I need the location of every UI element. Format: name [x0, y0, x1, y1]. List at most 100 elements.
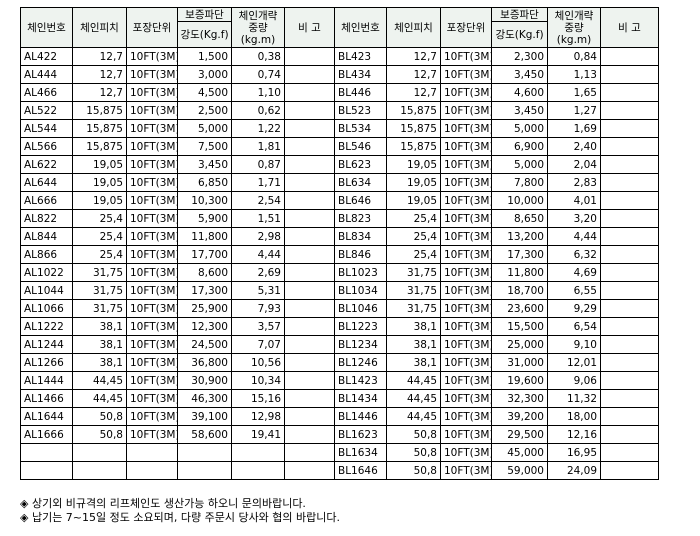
header-chain-no: 체인번호 [20, 7, 73, 48]
left-pack-unit-cell: 10FT(3M) [126, 371, 178, 390]
right-remark-cell [600, 461, 659, 480]
right-chain-no-cell: BL546 [334, 137, 387, 156]
right-strength-cell: 7,800 [491, 173, 548, 192]
left-chain-no-cell: AL1066 [20, 299, 73, 318]
left-weight-cell: 1,10 [231, 83, 285, 102]
table-row: AL622 19,05 10FT(3M) 3,450 0,87 BL623 19,05 10F… [20, 155, 659, 174]
left-pitch-cell: 44,45 [72, 389, 127, 408]
right-weight-cell: 0,84 [547, 47, 601, 66]
left-pitch-cell: 38,1 [72, 317, 127, 336]
right-remark-cell [600, 263, 659, 282]
left-pitch-cell: 25,4 [72, 245, 127, 264]
left-chain-no-cell: AL422 [20, 47, 73, 66]
right-pack-unit-cell: 10FT(3M) [440, 353, 492, 372]
left-strength-cell: 24,500 [177, 335, 232, 354]
left-weight-cell: 12,98 [231, 407, 285, 426]
right-chain-no-cell: BL1434 [334, 389, 387, 408]
right-remark-cell [600, 245, 659, 264]
right-weight-cell: 1,69 [547, 119, 601, 138]
left-weight-cell: 4,44 [231, 245, 285, 264]
table-row: AL422 12,7 10FT(3M) 1,500 0,38 BL423 12,7 10FT(… [20, 47, 659, 66]
left-strength-cell: 12,300 [177, 317, 232, 336]
left-pitch-cell [72, 443, 127, 462]
right-pack-unit-cell: 10FT(3M) [440, 119, 492, 138]
left-weight-cell: 1,51 [231, 209, 285, 228]
right-weight-cell: 12,16 [547, 425, 601, 444]
left-pack-unit-cell: 10FT(3M) [126, 407, 178, 426]
right-remark-cell [600, 389, 659, 408]
left-chain-no-cell: AL444 [20, 65, 73, 84]
table-row: BL1646 50,8 10FT(3M) 59,000 24,09 [20, 461, 659, 480]
left-weight-cell: 3,57 [231, 317, 285, 336]
right-pitch-cell: 25,4 [386, 245, 441, 264]
header-weight-top-right: 체인개략 [554, 9, 594, 22]
left-pitch-cell [72, 461, 127, 480]
left-pack-unit-cell [126, 443, 178, 462]
table-row: AL566 15,875 10FT(3M) 7,500 1,81 BL546 15,875 1… [20, 137, 659, 156]
right-remark-cell [600, 425, 659, 444]
left-pitch-cell: 50,8 [72, 407, 127, 426]
table-row: AL1466 44,45 10FT(3M) 46,300 15,16 BL1434 44,4… [20, 389, 659, 408]
left-strength-cell: 10,300 [177, 191, 232, 210]
right-pitch-cell: 38,1 [386, 353, 441, 372]
right-strength-cell: 8,650 [491, 209, 548, 228]
left-pitch-cell: 15,875 [72, 137, 127, 156]
left-pitch-cell: 44,45 [72, 371, 127, 390]
right-strength-cell: 10,000 [491, 191, 548, 210]
right-chain-no-cell: BL1023 [334, 263, 387, 282]
right-pack-unit-cell: 10FT(3M) [440, 407, 492, 426]
header-weight: 체인개략 중량 (kg.m) [231, 7, 285, 48]
right-pitch-cell: 12,7 [386, 83, 441, 102]
left-pitch-cell: 31,75 [72, 299, 127, 318]
right-strength-cell: 11,800 [491, 263, 548, 282]
right-remark-cell [600, 155, 659, 174]
right-weight-cell: 2,40 [547, 137, 601, 156]
right-pitch-cell: 19,05 [386, 191, 441, 210]
right-strength-cell: 31,000 [491, 353, 548, 372]
left-strength-cell: 30,900 [177, 371, 232, 390]
left-chain-no-cell: AL466 [20, 83, 73, 102]
left-strength-cell: 5,000 [177, 119, 232, 138]
left-pack-unit-cell: 10FT(3M) [126, 83, 178, 102]
right-remark-cell [600, 101, 659, 120]
left-weight-cell: 0,87 [231, 155, 285, 174]
table-header: 체인번호 체인피치 포장단위 보증파단 체인개략 중량 (kg.m) 비 고 체… [20, 7, 659, 48]
left-remark-cell [284, 137, 335, 156]
header-pitch: 체인피치 [72, 7, 127, 48]
table-row: AL844 25,4 10FT(3M) 11,800 2,98 BL834 25,4 10FT… [20, 227, 659, 246]
header-pack-unit-right: 포장단위 [440, 7, 492, 48]
table-row: BL1634 50,8 10FT(3M) 45,000 16,95 [20, 443, 659, 462]
left-pack-unit-cell: 10FT(3M) [126, 65, 178, 84]
right-chain-no-cell: BL1646 [334, 461, 387, 480]
right-pack-unit-cell: 10FT(3M) [440, 281, 492, 300]
left-remark-cell [284, 281, 335, 300]
left-weight-cell: 7,07 [231, 335, 285, 354]
right-chain-no-cell: BL423 [334, 47, 387, 66]
left-pitch-cell: 12,7 [72, 65, 127, 84]
table-row: AL1244 38,1 10FT(3M) 24,500 7,07 BL1234 38,1 10… [20, 335, 659, 354]
left-pack-unit-cell: 10FT(3M) [126, 101, 178, 120]
left-pitch-cell: 12,7 [72, 83, 127, 102]
right-pitch-cell: 25,4 [386, 209, 441, 228]
right-remark-cell [600, 83, 659, 102]
right-pitch-cell: 31,75 [386, 281, 441, 300]
left-remark-cell [284, 47, 335, 66]
left-remark-cell [284, 227, 335, 246]
right-remark-cell [600, 119, 659, 138]
right-pitch-cell: 38,1 [386, 335, 441, 354]
right-chain-no-cell: BL1446 [334, 407, 387, 426]
left-remark-cell [284, 245, 335, 264]
left-strength-cell: 2,500 [177, 101, 232, 120]
left-pack-unit-cell: 10FT(3M) [126, 299, 178, 318]
right-pack-unit-cell: 10FT(3M) [440, 263, 492, 282]
left-chain-no-cell: AL644 [20, 173, 73, 192]
right-remark-cell [600, 209, 659, 228]
right-pack-unit-cell: 10FT(3M) [440, 245, 492, 264]
right-pitch-cell: 50,8 [386, 425, 441, 444]
right-strength-cell: 19,600 [491, 371, 548, 390]
right-chain-no-cell: BL834 [334, 227, 387, 246]
right-remark-cell [600, 353, 659, 372]
right-weight-cell: 6,32 [547, 245, 601, 264]
left-pack-unit-cell: 10FT(3M) [126, 137, 178, 156]
left-strength-cell: 46,300 [177, 389, 232, 408]
